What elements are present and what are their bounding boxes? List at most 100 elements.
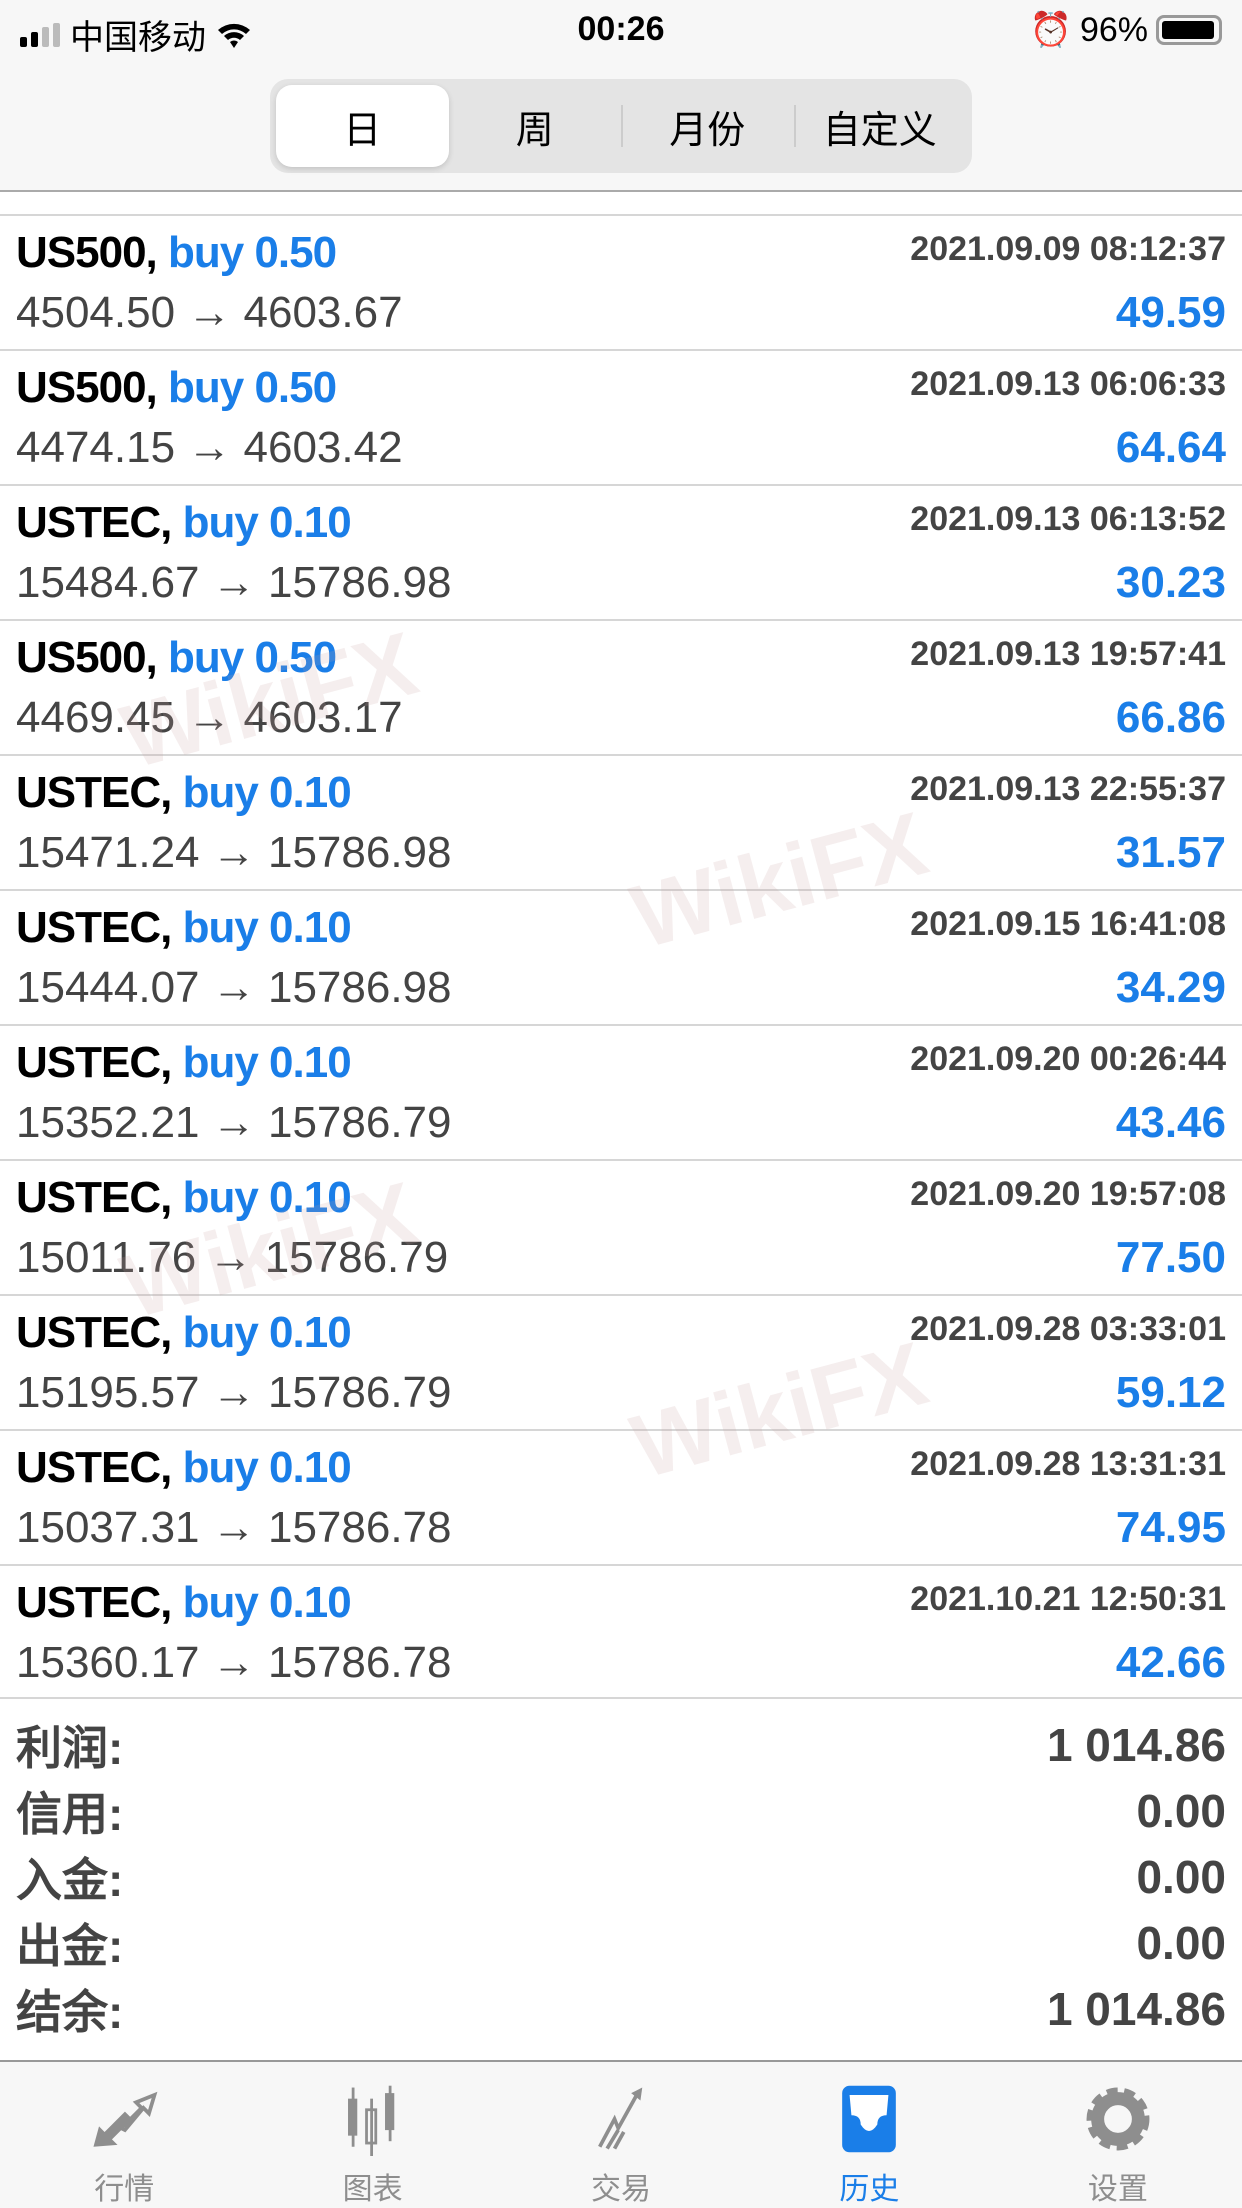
trade-action: buy 0.10 <box>182 903 352 952</box>
symbol-name: US500, <box>16 228 158 277</box>
symbol-name: USTEC, <box>16 498 172 547</box>
summary-balance: 结余: 1 014.86 <box>0 1976 1242 2042</box>
summary-value: 0.00 <box>1136 1785 1226 1837</box>
history-inbox-icon <box>842 2085 897 2153</box>
battery-icon <box>1156 15 1222 45</box>
summary-value: 0.00 <box>1136 1851 1226 1903</box>
trade-action: buy 0.10 <box>182 1038 352 1087</box>
tab-charts[interactable]: 图表 <box>248 2062 496 2208</box>
symbol-name: USTEC, <box>16 768 172 817</box>
trade-date: 2021.09.20 00:26:44 <box>910 1040 1226 1078</box>
trade-prices: 15037.31 → 15786.78 <box>16 1503 452 1552</box>
trade-date: 2021.09.13 06:06:33 <box>910 365 1226 403</box>
tab-label: 图表 <box>342 2173 403 2206</box>
trade-action: buy 0.10 <box>182 1578 352 1627</box>
trade-action: buy 0.50 <box>168 363 337 412</box>
trade-row[interactable]: USTEC, buy 0.10 15444.07 → 15786.98 2021… <box>0 889 1242 1024</box>
tab-trade[interactable]: 交易 <box>497 2062 745 2208</box>
trade-profit: 59.12 <box>1115 1368 1226 1417</box>
symbol-name: USTEC, <box>16 1443 172 1492</box>
gear-icon <box>1086 2087 1150 2151</box>
trade-symbol: USTEC, buy 0.10 <box>16 903 352 953</box>
tab-history[interactable]: 历史 <box>745 2062 993 2208</box>
trade-row[interactable]: USTEC, buy 0.10 15484.67 → 15786.98 2021… <box>0 484 1242 619</box>
tab-label: 历史 <box>839 2173 900 2206</box>
trade-row[interactable]: US500, buy 0.50 4469.45 → 4603.17 2021.0… <box>0 619 1242 754</box>
trade-symbol: US500, buy 0.50 <box>16 363 337 413</box>
tab-settings[interactable]: 设置 <box>994 2062 1242 2208</box>
symbol-name: USTEC, <box>16 1038 172 1087</box>
trade-row[interactable]: USTEC, buy 0.10 15195.57 → 15786.79 2021… <box>0 1294 1242 1429</box>
trade-symbol: USTEC, buy 0.10 <box>16 1173 352 1223</box>
trade-profit: 64.64 <box>1115 423 1226 472</box>
trade-action: buy 0.50 <box>168 228 337 277</box>
account-summary: 利润: 1 014.86 信用: 0.00 入金: 0.00 出金: 0.00 结余: 1… <box>0 1712 1242 2042</box>
trade-profit: 66.86 <box>1115 693 1226 742</box>
summary-credit: 信用: 0.00 <box>0 1778 1242 1844</box>
trade-profit: 43.46 <box>1115 1098 1226 1147</box>
trade-date: 2021.09.20 19:57:08 <box>910 1175 1226 1213</box>
header: 日 周 月份 自定义 <box>0 62 1242 192</box>
summary-label: 结余: <box>16 1986 124 2038</box>
carrier-name: 中国移动 <box>70 19 206 57</box>
symbol-name: USTEC, <box>16 1578 172 1627</box>
summary-label: 出金: <box>16 1920 124 1972</box>
trade-date: 2021.09.15 16:41:08 <box>910 905 1226 943</box>
trade-row[interactable]: USTEC, buy 0.10 15352.21 → 15786.79 2021… <box>0 1024 1242 1159</box>
trade-date: 2021.09.09 08:12:37 <box>910 230 1226 268</box>
trade-prices: 15360.17 → 15786.78 <box>16 1638 452 1687</box>
summary-label: 信用: <box>16 1788 124 1840</box>
tab-label: 设置 <box>1087 2173 1148 2206</box>
trade-symbol: USTEC, buy 0.10 <box>16 768 352 818</box>
trade-symbol: USTEC, buy 0.10 <box>16 1578 352 1628</box>
trade-symbol: US500, buy 0.50 <box>16 228 337 278</box>
trade-row[interactable]: US500, buy 0.50 4474.15 → 4603.42 2021.0… <box>0 349 1242 484</box>
trade-profit: 31.57 <box>1115 828 1226 877</box>
trade-row[interactable]: US500, buy 0.50 4504.50 → 4603.67 2021.0… <box>0 214 1242 349</box>
trade-prices: 15011.76 → 15786.79 <box>16 1233 449 1282</box>
alarm-icon: ⏰ <box>1029 11 1072 49</box>
trade-row[interactable]: USTEC, buy 0.10 15011.76 → 15786.79 2021… <box>0 1159 1242 1294</box>
candlestick-chart-icon <box>347 2085 394 2156</box>
trade-row[interactable]: USTEC, buy 0.10 15360.17 → 15786.78 2021… <box>0 1564 1242 1699</box>
trade-symbol: USTEC, buy 0.10 <box>16 1308 352 1358</box>
summary-value: 0.00 <box>1136 1917 1226 1969</box>
summary-deposit: 入金: 0.00 <box>0 1844 1242 1910</box>
summary-profit: 利润: 1 014.86 <box>0 1712 1242 1778</box>
period-segmented-control: 日 周 月份 自定义 <box>270 79 972 173</box>
tab-bar: 行情 图表 交易 历史 设置 <box>0 2060 1242 2208</box>
segment-custom[interactable]: 自定义 <box>793 85 967 167</box>
carrier-info: 中国移动 <box>20 10 252 59</box>
trade-prices: 4474.15 → 4603.42 <box>16 423 403 472</box>
segment-month[interactable]: 月份 <box>621 85 794 167</box>
trade-symbol: US500, buy 0.50 <box>16 633 337 683</box>
trade-profit: 42.66 <box>1115 1638 1226 1687</box>
summary-label: 入金: <box>16 1854 124 1906</box>
trade-row[interactable]: USTEC, buy 0.10 15471.24 → 15786.98 2021… <box>0 754 1242 889</box>
segment-day[interactable]: 日 <box>276 85 449 167</box>
status-bar: 中国移动 00:26 ⏰ 96% <box>0 0 1242 62</box>
trade-profit: 74.95 <box>1115 1503 1226 1552</box>
trade-profit: 30.23 <box>1115 558 1226 607</box>
clock: 00:26 <box>577 10 665 48</box>
trade-date: 2021.09.13 06:13:52 <box>910 500 1226 538</box>
symbol-name: US500, <box>16 633 158 682</box>
tab-quotes[interactable]: 行情 <box>0 2062 248 2208</box>
trade-prices: 4469.45 → 4603.17 <box>16 693 403 742</box>
summary-label: 利润: <box>16 1722 124 1774</box>
trade-row[interactable]: USTEC, buy 0.10 15037.31 → 15786.78 2021… <box>0 1429 1242 1564</box>
summary-value: 1 014.86 <box>1046 1719 1226 1771</box>
trade-action: buy 0.10 <box>182 1173 352 1222</box>
wifi-icon <box>218 23 250 48</box>
trade-action: buy 0.10 <box>182 768 352 817</box>
trade-date: 2021.09.28 13:31:31 <box>910 1445 1226 1483</box>
segment-week[interactable]: 周 <box>515 109 554 152</box>
trade-profit: 34.29 <box>1115 963 1226 1012</box>
summary-value: 1 014.86 <box>1046 1983 1226 2035</box>
tab-label: 行情 <box>94 2173 155 2206</box>
trade-action: buy 0.10 <box>182 1308 352 1357</box>
summary-withdrawal: 出金: 0.00 <box>0 1910 1242 1976</box>
trade-prices: 15471.24 → 15786.98 <box>16 828 452 877</box>
symbol-name: US500, <box>16 363 158 412</box>
symbol-name: USTEC, <box>16 1173 172 1222</box>
